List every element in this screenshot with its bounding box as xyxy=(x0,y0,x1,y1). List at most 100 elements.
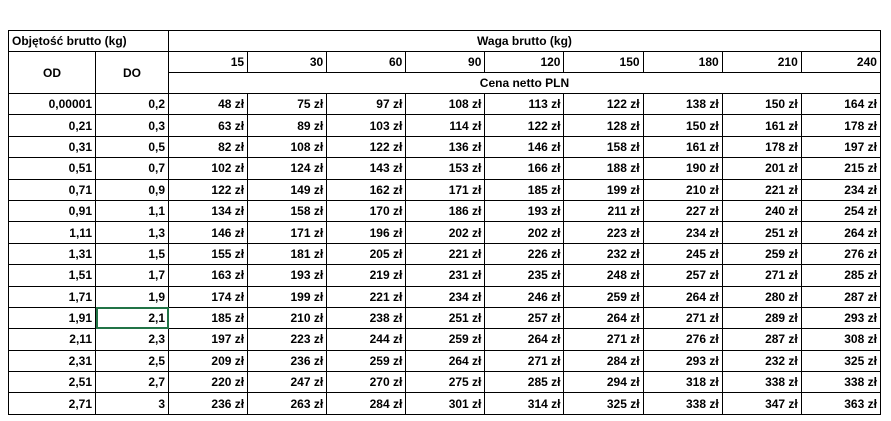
price-cell: 271 zł xyxy=(563,328,644,351)
price-cell: 232 zł xyxy=(563,242,644,266)
price-cell: 223 zł xyxy=(247,328,328,351)
price-cell: 161 zł xyxy=(642,135,723,159)
do-cell: 0,2 xyxy=(94,92,170,116)
price-cell: 103 zł xyxy=(326,114,407,137)
price-cell: 234 zł xyxy=(405,285,486,308)
price-cell: 259 zł xyxy=(405,328,486,351)
price-cell: 284 zł xyxy=(563,349,644,373)
weight-header: 150 xyxy=(563,51,644,73)
table-row: 0,71 0,9 122 zł 149 zł 162 zł 171 zł 185 zł 199… xyxy=(8,178,881,201)
price-cell: 190 zł xyxy=(642,157,723,180)
price-cell: 276 zł xyxy=(642,328,723,351)
od-cell: 2,31 xyxy=(8,349,96,373)
price-cell: 231 zł xyxy=(405,264,486,287)
od-cell: 1,51 xyxy=(8,264,96,287)
price-cell: 221 zł xyxy=(326,285,407,308)
table-row: 2,51 2,7 220 zł 247 zł 270 zł 275 zł 285 zł 294… xyxy=(8,371,881,394)
price-cell: 149 zł xyxy=(247,178,328,201)
price-cell: 89 zł xyxy=(247,114,328,137)
price-cell: 264 zł xyxy=(405,349,486,373)
price-cell: 211 zł xyxy=(563,199,644,223)
do-cell: 1,1 xyxy=(94,199,170,223)
price-cell: 234 zł xyxy=(800,178,881,201)
table-row: 2,71 3 236 zł 263 zł 284 zł 301 zł 314 zł 325 z… xyxy=(8,392,881,415)
price-table: Objętość brutto (kg) Waga brutto (kg) OD… xyxy=(7,30,881,415)
price-cell: 308 zł xyxy=(800,328,881,351)
price-cell: 102 zł xyxy=(168,157,249,180)
price-cell: 188 zł xyxy=(563,157,644,180)
price-cell: 193 zł xyxy=(247,264,328,287)
price-cell: 209 zł xyxy=(168,349,249,373)
table-row: 1,31 1,5 155 zł 181 zł 205 zł 221 zł 226 zł 232… xyxy=(8,242,881,266)
price-cell: 210 zł xyxy=(642,178,723,201)
table-body: 0,00001 0,2 48 zł 75 zł 97 zł 108 zł 113 zł 122… xyxy=(8,92,881,415)
price-cell: 143 zł xyxy=(326,157,407,180)
price-cell: 215 zł xyxy=(800,157,881,180)
price-cell: 108 zł xyxy=(247,135,328,159)
od-cell: 2,11 xyxy=(8,328,96,351)
price-cell: 201 zł xyxy=(721,157,802,180)
price-cell: 271 zł xyxy=(484,349,565,373)
price-cell: 284 zł xyxy=(326,392,407,415)
table-row: 0,31 0,5 82 zł 108 zł 122 zł 136 zł 146 zł 158 … xyxy=(8,135,881,159)
price-cell: 244 zł xyxy=(326,328,407,351)
price-cell: 294 zł xyxy=(563,371,644,394)
do-cell: 2,3 xyxy=(94,328,170,351)
price-cell: 248 zł xyxy=(563,264,644,287)
price-cell: 257 zł xyxy=(642,264,723,287)
price-cell: 293 zł xyxy=(642,349,723,373)
price-cell: 171 zł xyxy=(247,221,328,244)
price-cell: 164 zł xyxy=(800,92,881,116)
price-cell: 264 zł xyxy=(484,328,565,351)
price-cell: 325 zł xyxy=(800,349,881,373)
price-cell: 158 zł xyxy=(247,199,328,223)
table-row: 1,71 1,9 174 zł 199 zł 221 zł 234 zł 246 zł 259… xyxy=(8,285,881,308)
price-cell: 338 zł xyxy=(642,392,723,415)
price-cell: 193 zł xyxy=(484,199,565,223)
od-cell: 0,71 xyxy=(8,178,96,201)
table-header: Objętość brutto (kg) Waga brutto (kg) OD… xyxy=(7,30,881,94)
price-cell: 221 zł xyxy=(721,178,802,201)
price-cell: 124 zł xyxy=(247,157,328,180)
price-cell: 205 zł xyxy=(326,242,407,266)
od-cell: 1,11 xyxy=(8,221,96,244)
price-cell: 48 zł xyxy=(168,92,249,116)
price-cell: 232 zł xyxy=(721,349,802,373)
price-cell: 285 zł xyxy=(484,371,565,394)
price-cell: 271 zł xyxy=(642,306,723,330)
price-cell: 240 zł xyxy=(721,199,802,223)
price-cell: 236 zł xyxy=(247,349,328,373)
price-cell: 287 zł xyxy=(721,328,802,351)
price-cell: 301 zł xyxy=(405,392,486,415)
od-cell: 0,91 xyxy=(8,199,96,223)
header-row: Objętość brutto (kg) Waga brutto (kg) xyxy=(7,30,881,52)
price-cell: 136 zł xyxy=(405,135,486,159)
price-cell: 108 zł xyxy=(405,92,486,116)
weight-header: 120 xyxy=(484,51,565,73)
price-cell: 122 zł xyxy=(484,114,565,137)
price-cell: 251 zł xyxy=(721,221,802,244)
price-cell: 263 zł xyxy=(247,392,328,415)
do-cell: 2,5 xyxy=(94,349,170,373)
price-cell: 197 zł xyxy=(800,135,881,159)
table-row: 0,51 0,7 102 zł 124 zł 143 zł 153 zł 166 zł 188… xyxy=(8,157,881,180)
do-cell: 0,7 xyxy=(94,157,170,180)
do-label: DO xyxy=(94,51,170,94)
price-cell: 197 zł xyxy=(168,328,249,351)
price-cell: 158 zł xyxy=(563,135,644,159)
price-cell: 293 zł xyxy=(800,306,881,330)
price-cell: 246 zł xyxy=(484,285,565,308)
price-cell: 259 zł xyxy=(563,285,644,308)
price-cell: 186 zł xyxy=(405,199,486,223)
price-cell: 285 zł xyxy=(800,264,881,287)
do-cell: 1,5 xyxy=(94,242,170,266)
price-cell: 150 zł xyxy=(721,92,802,116)
price-cell: 150 zł xyxy=(642,114,723,137)
do-cell: 2,7 xyxy=(94,371,170,394)
do-cell: 1,9 xyxy=(94,285,170,308)
price-cell: 122 zł xyxy=(326,135,407,159)
weight-header: 240 xyxy=(800,51,881,73)
price-cell: 113 zł xyxy=(484,92,565,116)
price-cell: 178 zł xyxy=(721,135,802,159)
price-cell: 75 zł xyxy=(247,92,328,116)
